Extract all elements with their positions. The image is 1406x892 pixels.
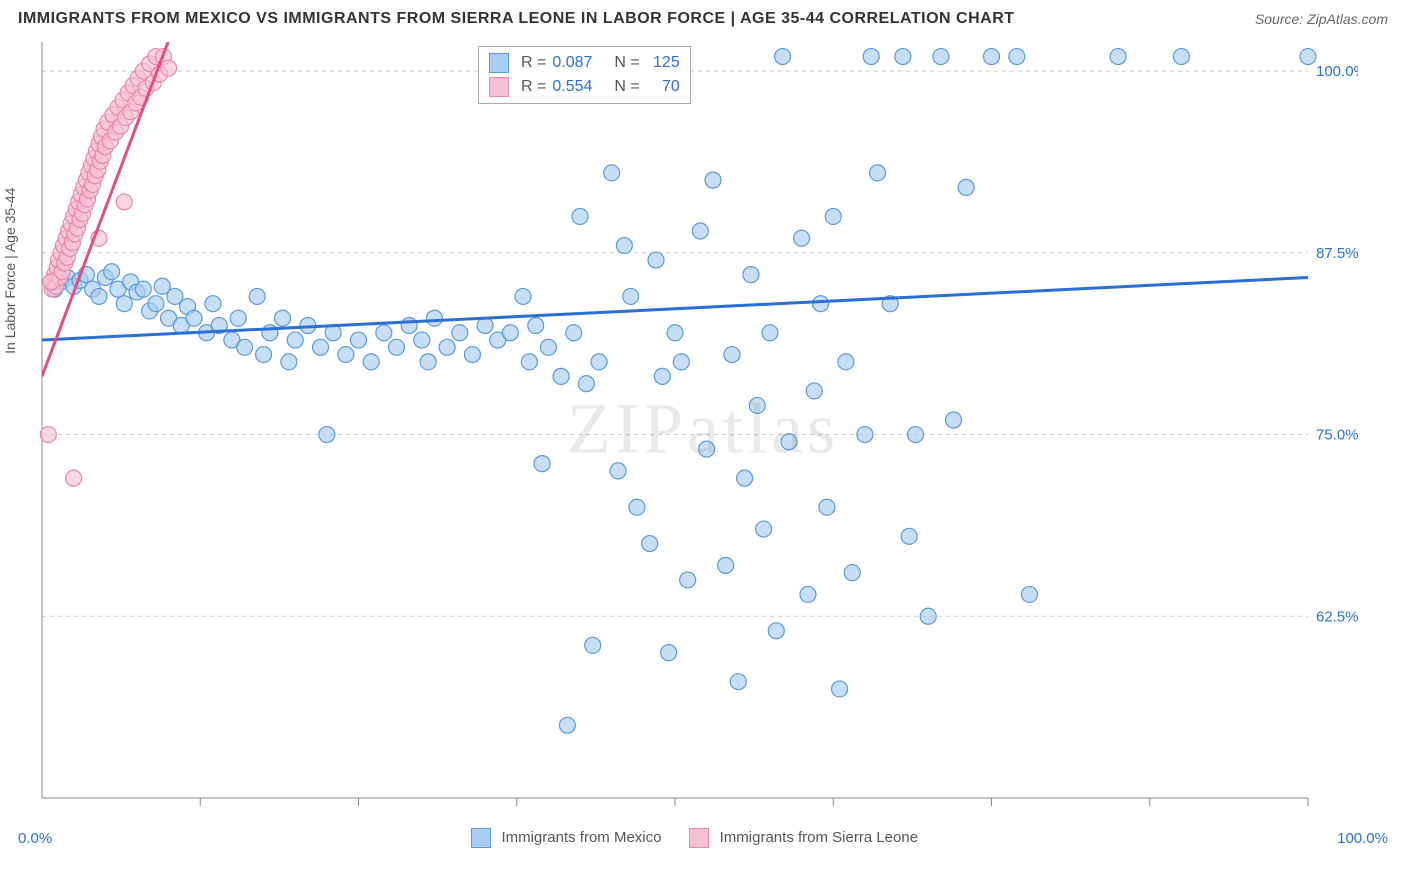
svg-text:62.5%: 62.5%: [1316, 608, 1358, 625]
legend-label-mexico: Immigrants from Mexico: [501, 829, 661, 846]
y-axis-label: In Labor Force | Age 35-44: [2, 188, 18, 354]
r-label: R =: [521, 51, 546, 75]
x-axis-max-label: 100.0%: [1337, 830, 1388, 847]
bottom-legend: 0.0% Immigrants from Mexico Immigrants f…: [0, 824, 1406, 848]
legend-swatch-sierraleone: [689, 828, 709, 848]
legend-item-mexico: Immigrants from Mexico: [471, 828, 661, 848]
x-axis-min-label: 0.0%: [18, 830, 52, 847]
legend-swatch: [489, 53, 509, 73]
svg-text:100.0%: 100.0%: [1316, 63, 1358, 80]
n-value: 125: [646, 51, 680, 75]
legend-swatch: [489, 77, 509, 97]
n-label: N =: [614, 75, 639, 99]
r-label: R =: [521, 75, 546, 99]
source-label: Source: ZipAtlas.com: [1255, 11, 1388, 27]
correlation-legend: R =0.087 N = 125 R =0.554 N = 70: [478, 46, 691, 104]
svg-text:75.0%: 75.0%: [1316, 427, 1358, 444]
scatter-chart: 62.5% 75.0% 87.5% 100.0%: [18, 34, 1358, 824]
legend-swatch-mexico: [471, 828, 491, 848]
svg-text:87.5%: 87.5%: [1316, 245, 1358, 262]
chart-title: IMMIGRANTS FROM MEXICO VS IMMIGRANTS FRO…: [18, 10, 1015, 28]
legend-stats-row: R =0.087 N = 125: [489, 51, 680, 75]
legend-stats-row: R =0.554 N = 70: [489, 75, 680, 99]
r-value: 0.554: [552, 75, 592, 99]
r-value: 0.087: [552, 51, 592, 75]
legend-label-sierraleone: Immigrants from Sierra Leone: [720, 829, 918, 846]
legend-item-sierraleone: Immigrants from Sierra Leone: [689, 828, 918, 848]
n-value: 70: [646, 75, 680, 99]
n-label: N =: [614, 51, 639, 75]
chart-container: In Labor Force | Age 35-44 62.5%75.0%87.…: [18, 34, 1388, 824]
